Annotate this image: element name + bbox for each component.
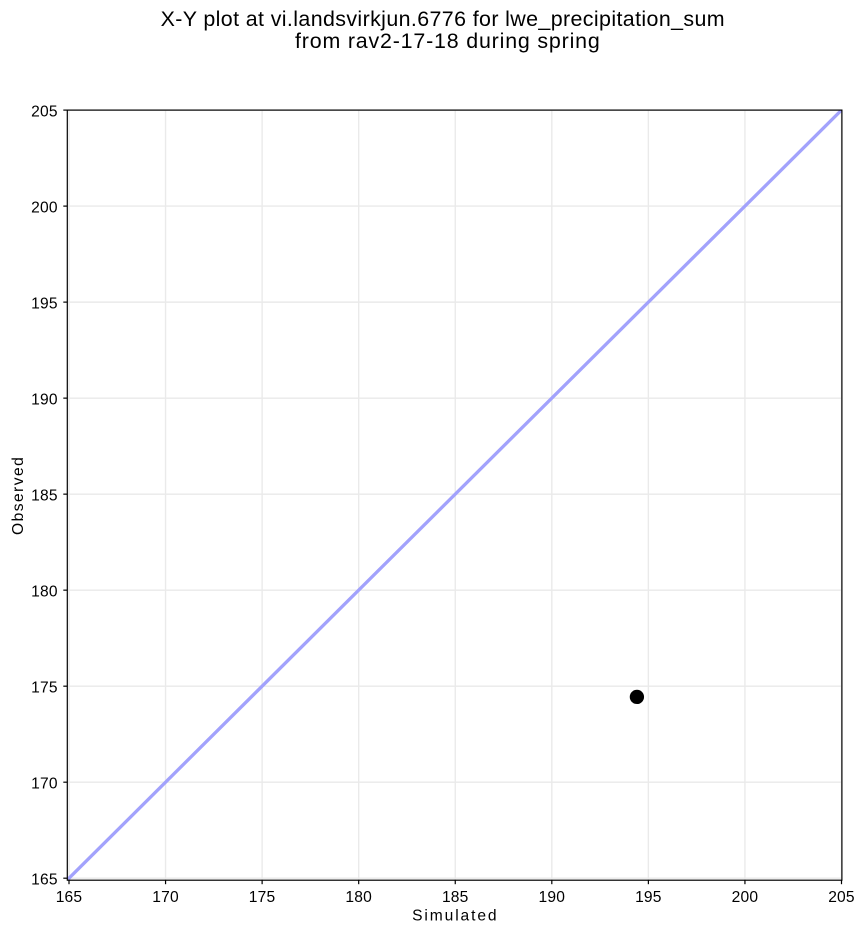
svg-text:170: 170 [152, 889, 179, 906]
svg-text:190: 190 [31, 392, 58, 409]
svg-text:175: 175 [249, 889, 276, 906]
svg-text:X-Y plot at vi.landsvirkjun.67: X-Y plot at vi.landsvirkjun.6776 for lwe… [161, 7, 725, 31]
svg-text:180: 180 [345, 889, 372, 906]
svg-text:Simulated: Simulated [412, 907, 498, 924]
svg-text:175: 175 [31, 680, 58, 697]
svg-text:205: 205 [31, 104, 58, 121]
svg-text:from rav2-17-18 during spring: from rav2-17-18 during spring [295, 29, 601, 53]
svg-text:205: 205 [828, 889, 855, 906]
svg-text:185: 185 [31, 488, 58, 505]
svg-text:165: 165 [56, 889, 83, 906]
svg-text:180: 180 [31, 584, 58, 601]
svg-text:200: 200 [732, 889, 759, 906]
svg-text:190: 190 [538, 889, 565, 906]
svg-text:185: 185 [442, 889, 469, 906]
svg-text:Observed: Observed [10, 456, 27, 535]
svg-text:170: 170 [31, 776, 58, 793]
svg-text:165: 165 [31, 872, 58, 889]
svg-text:200: 200 [31, 200, 58, 217]
svg-text:195: 195 [31, 296, 58, 313]
svg-text:195: 195 [635, 889, 662, 906]
